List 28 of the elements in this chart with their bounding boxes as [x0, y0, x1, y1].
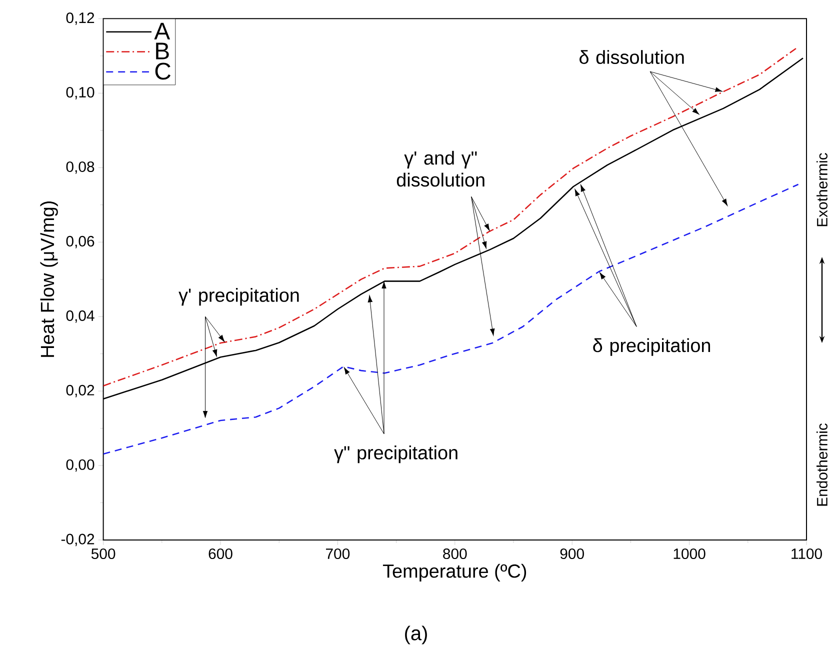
y-tick-label: 0,10 — [66, 86, 94, 100]
x-tick-label: 1100 — [792, 548, 822, 560]
text: Endothermic — [816, 423, 828, 506]
text: Exothermic — [816, 153, 828, 226]
text: (a) — [405, 626, 427, 644]
y-tick-label: 0,06 — [66, 236, 94, 248]
y-tick-label: 0,08 — [66, 161, 94, 174]
y-tick-label: 0,02 — [66, 384, 94, 398]
x-axis-title: Temperature (ºC) — [382, 564, 526, 582]
annotation: δ dissolution — [580, 50, 684, 64]
x-tick-label: 900 — [560, 548, 584, 560]
x-tick-label: 700 — [326, 548, 350, 560]
y-tick-label: 0,00 — [66, 459, 94, 472]
annotation: γ' precipitation — [178, 288, 299, 306]
legend-label: B — [156, 42, 169, 60]
legend-label: C — [155, 62, 170, 80]
legend-label: A — [154, 22, 170, 40]
y-tick-label: 0,12 — [66, 12, 94, 25]
y-tick-label: 0,04 — [66, 310, 94, 323]
x-tick-label: 800 — [443, 548, 467, 560]
x-tick-label: 1000 — [674, 548, 706, 560]
x-tick-label: 600 — [208, 548, 232, 560]
x-tick-label: 500 — [91, 548, 116, 560]
annotation: δ precipitation — [593, 338, 710, 356]
annotation: γ' and γ" dissolution — [396, 150, 484, 187]
y-axis-title: Heat Flow (μV/mg) — [40, 201, 58, 357]
annotation: γ" precipitation — [334, 446, 458, 464]
y-tick-label: -0,02 — [61, 534, 94, 546]
